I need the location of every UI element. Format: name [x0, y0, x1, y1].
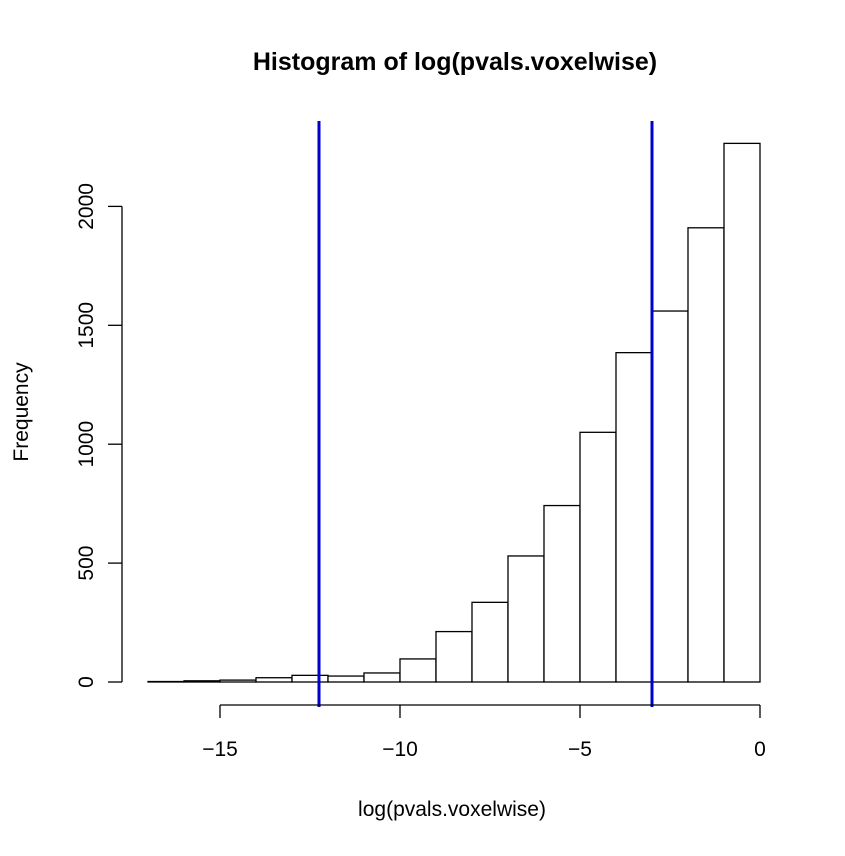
y-axis-label: Frequency — [10, 362, 33, 462]
histogram-bar-8 — [435, 630, 473, 683]
histogram-bar-4 — [291, 674, 329, 683]
histogram-bar-3 — [255, 677, 293, 683]
histogram-bar-7 — [399, 658, 437, 683]
histogram-bar-10 — [507, 555, 545, 683]
y-tick-label-2: 1000 — [75, 421, 98, 468]
y-tick-label-4: 2000 — [75, 183, 98, 230]
bars-group — [147, 142, 761, 683]
chart-title: Histogram of log(pvals.voxelwise) — [253, 48, 657, 76]
x-tick-label-2: −5 — [568, 738, 592, 761]
y-tick-label-3: 1500 — [75, 302, 98, 349]
histogram-bar-6 — [363, 672, 401, 683]
x-tick-label-3: 0 — [754, 738, 766, 761]
histogram-bar-5 — [327, 675, 365, 683]
histogram-bar-11 — [543, 504, 581, 683]
histogram-bar-2 — [219, 679, 257, 683]
histogram-bar-12 — [579, 431, 617, 683]
x-axis-label: log(pvals.voxelwise) — [358, 798, 546, 821]
y-tick-label-1: 500 — [75, 546, 98, 581]
histogram-bar-16 — [723, 142, 761, 683]
histogram-bar-1 — [183, 680, 221, 683]
histogram-bar-14 — [651, 310, 689, 683]
x-tick-label-1: −10 — [382, 738, 418, 761]
vertical-lines-group — [317, 121, 654, 707]
x-axis: −15 −10 −5 0 — [202, 704, 766, 761]
x-tick-label-0: −15 — [202, 738, 238, 761]
histogram-bar-13 — [615, 351, 653, 683]
histogram-bar-9 — [471, 601, 509, 683]
y-tick-label-0: 0 — [75, 676, 98, 688]
histogram-bar-15 — [687, 227, 725, 683]
y-axis: 0 500 1000 1500 2000 — [75, 183, 123, 688]
